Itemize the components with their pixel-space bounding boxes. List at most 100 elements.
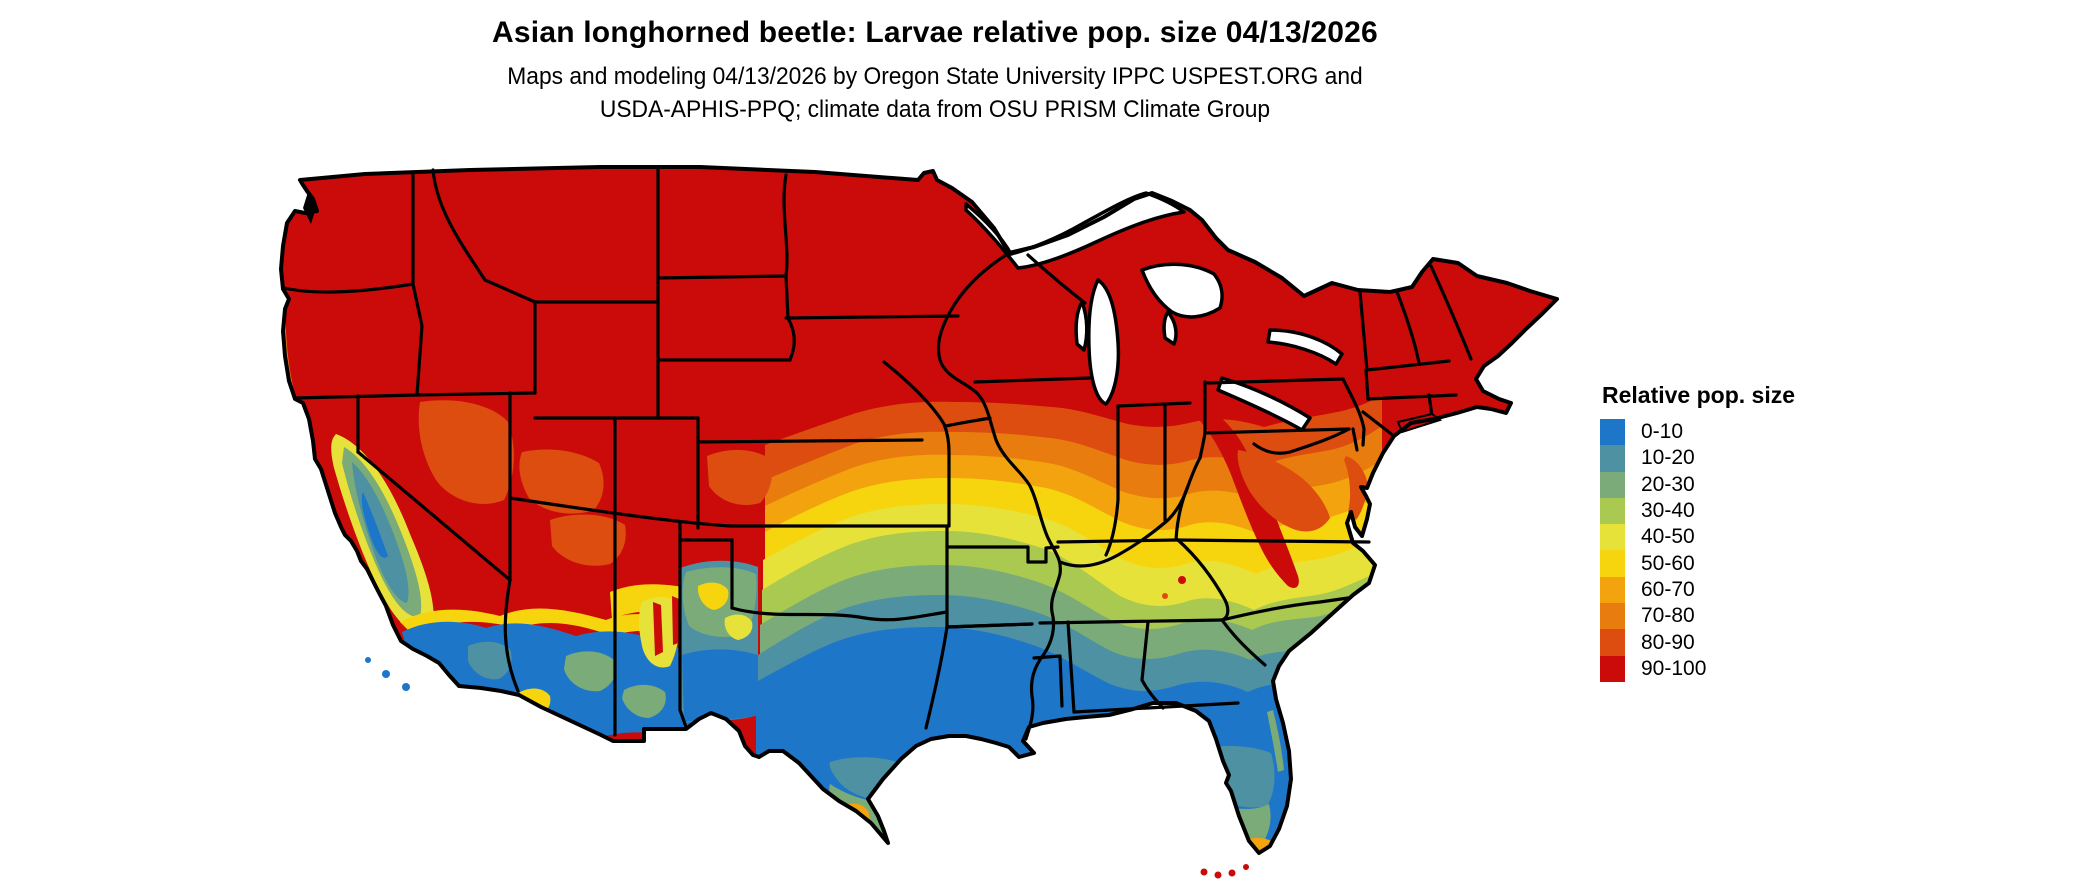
border-ny-ct xyxy=(1364,368,1370,401)
border-tn-nc xyxy=(1176,538,1230,622)
legend-label: 10-20 xyxy=(1641,446,1695,470)
wtx-blue xyxy=(682,649,758,722)
fl-teal xyxy=(1197,746,1275,808)
legend-swatch xyxy=(1600,497,1625,525)
wks-orange-mottle xyxy=(707,449,772,506)
border-ca-nv-diag xyxy=(356,450,512,582)
legend-items: 0-10 10-20 20-30 30-40 40-50 50-60 60-70 70-80 8… xyxy=(1600,419,1900,682)
legend-title: Relative pop. size xyxy=(1602,382,1796,408)
delmarva-orange xyxy=(1344,456,1368,520)
figure-subtitle-line1: Maps and modeling 04/13/2026 by Oregon S… xyxy=(507,63,1363,90)
border-red-river xyxy=(730,606,949,622)
border-ms-al xyxy=(1066,620,1076,714)
legend-label: 20-30 xyxy=(1641,472,1695,496)
border-pa-nj xyxy=(1341,377,1366,447)
legend-label: 0-10 xyxy=(1641,420,1684,444)
channel-island-1 xyxy=(382,670,390,678)
legend-item: 40-50 xyxy=(1600,524,1900,551)
border-la-ms xyxy=(945,622,1064,708)
border-ky-tn xyxy=(1056,538,1178,544)
border-wi-mi xyxy=(1026,253,1087,305)
saginaw-bay xyxy=(1162,310,1178,346)
border-ma-south xyxy=(1366,393,1458,401)
border-ia-mo xyxy=(944,416,992,428)
border-ca-az xyxy=(503,578,520,693)
legend-swatch xyxy=(1600,445,1625,472)
border-ga-sc xyxy=(1220,618,1267,667)
border-ct-ri xyxy=(1427,393,1434,418)
border-lat37 xyxy=(508,496,949,528)
us-outline xyxy=(279,165,1559,855)
wtx-yellow-2 xyxy=(724,614,753,640)
lake-michigan xyxy=(1087,278,1121,406)
border-fl-north xyxy=(1072,701,1240,714)
fl-key-2 xyxy=(1214,871,1222,879)
border-pa-ny xyxy=(1206,377,1345,385)
virginia-orange-blob xyxy=(1237,450,1330,532)
channel-island-3 xyxy=(365,657,371,663)
legend-item: 30-40 xyxy=(1600,497,1900,525)
border-nm-tx xyxy=(678,538,688,729)
legend-item: 70-80 xyxy=(1600,603,1900,630)
legend-swatch xyxy=(1600,655,1625,682)
border-nh-me xyxy=(1429,264,1473,361)
legend-label: 30-40 xyxy=(1641,499,1695,523)
legend-label: 80-90 xyxy=(1641,630,1695,654)
utah-mottle xyxy=(519,449,604,514)
border-tn-south xyxy=(1038,618,1224,625)
legend-item: 10-20 xyxy=(1600,445,1900,472)
border-oh-wv xyxy=(1198,431,1207,460)
ga-mtn-orange-dot xyxy=(1162,593,1168,599)
figure-subtitle: Maps and modeling 04/13/2026 by Oregon S… xyxy=(47,60,1824,126)
desert-teal-mottle xyxy=(468,641,512,680)
border-il-in xyxy=(1104,404,1120,557)
green-bay xyxy=(1074,300,1089,352)
figure-title: Asian longhorned beetle: Larvae relative… xyxy=(492,16,1378,49)
border-ne-ks xyxy=(696,438,924,444)
border-or-ca-nv xyxy=(293,393,419,400)
border-id-south xyxy=(415,391,537,397)
wtx-yellow-1 xyxy=(697,582,729,610)
legend-swatch xyxy=(1600,550,1625,577)
legend-label: 60-70 xyxy=(1641,577,1695,601)
channel-island-2 xyxy=(402,683,410,691)
legend-label: 70-80 xyxy=(1641,604,1695,628)
nm-red-streak-1 xyxy=(653,602,663,656)
border-tx-la xyxy=(924,625,949,730)
central-valley-teal xyxy=(352,462,409,603)
legend-item: 0-10 xyxy=(1600,419,1900,446)
border-nc-sc xyxy=(1220,596,1350,622)
desert-green-mottle-1 xyxy=(564,651,617,692)
border-mo-ar xyxy=(945,545,1060,564)
fl-key-4 xyxy=(1243,864,1249,870)
legend-label: 50-60 xyxy=(1641,551,1695,575)
border-wi-il xyxy=(973,376,1092,384)
legend-swatch xyxy=(1600,419,1625,446)
border-id-mt xyxy=(431,168,537,304)
central-valley-blue xyxy=(361,492,388,558)
fl-key-1 xyxy=(1200,868,1208,876)
us-map-svg xyxy=(279,165,1559,879)
border-vt-nh xyxy=(1395,290,1421,365)
border-nd-mn xyxy=(782,173,789,278)
border-potomac xyxy=(1252,427,1351,455)
legend-item: 50-60 xyxy=(1600,550,1900,577)
sw-yellow-arc xyxy=(400,608,696,644)
legend-item: 20-30 xyxy=(1600,471,1900,498)
legend-swatch xyxy=(1600,471,1625,498)
legend-swatch xyxy=(1600,629,1625,656)
desert-green-mottle-2 xyxy=(622,684,666,718)
legend-swatch xyxy=(1600,524,1625,551)
lake-ontario xyxy=(1266,328,1344,366)
border-nd-sd xyxy=(656,274,788,280)
border-wa-or xyxy=(282,282,415,294)
border-va-nc xyxy=(1174,538,1371,544)
legend-label: 90-100 xyxy=(1641,656,1707,680)
border-de-md xyxy=(1351,427,1359,452)
fl-key-3 xyxy=(1228,869,1236,877)
legend-label: 40-50 xyxy=(1641,525,1695,549)
border-mi-in-oh xyxy=(1116,401,1192,408)
border-ma-north xyxy=(1365,359,1451,372)
lake-huron xyxy=(1140,262,1224,319)
